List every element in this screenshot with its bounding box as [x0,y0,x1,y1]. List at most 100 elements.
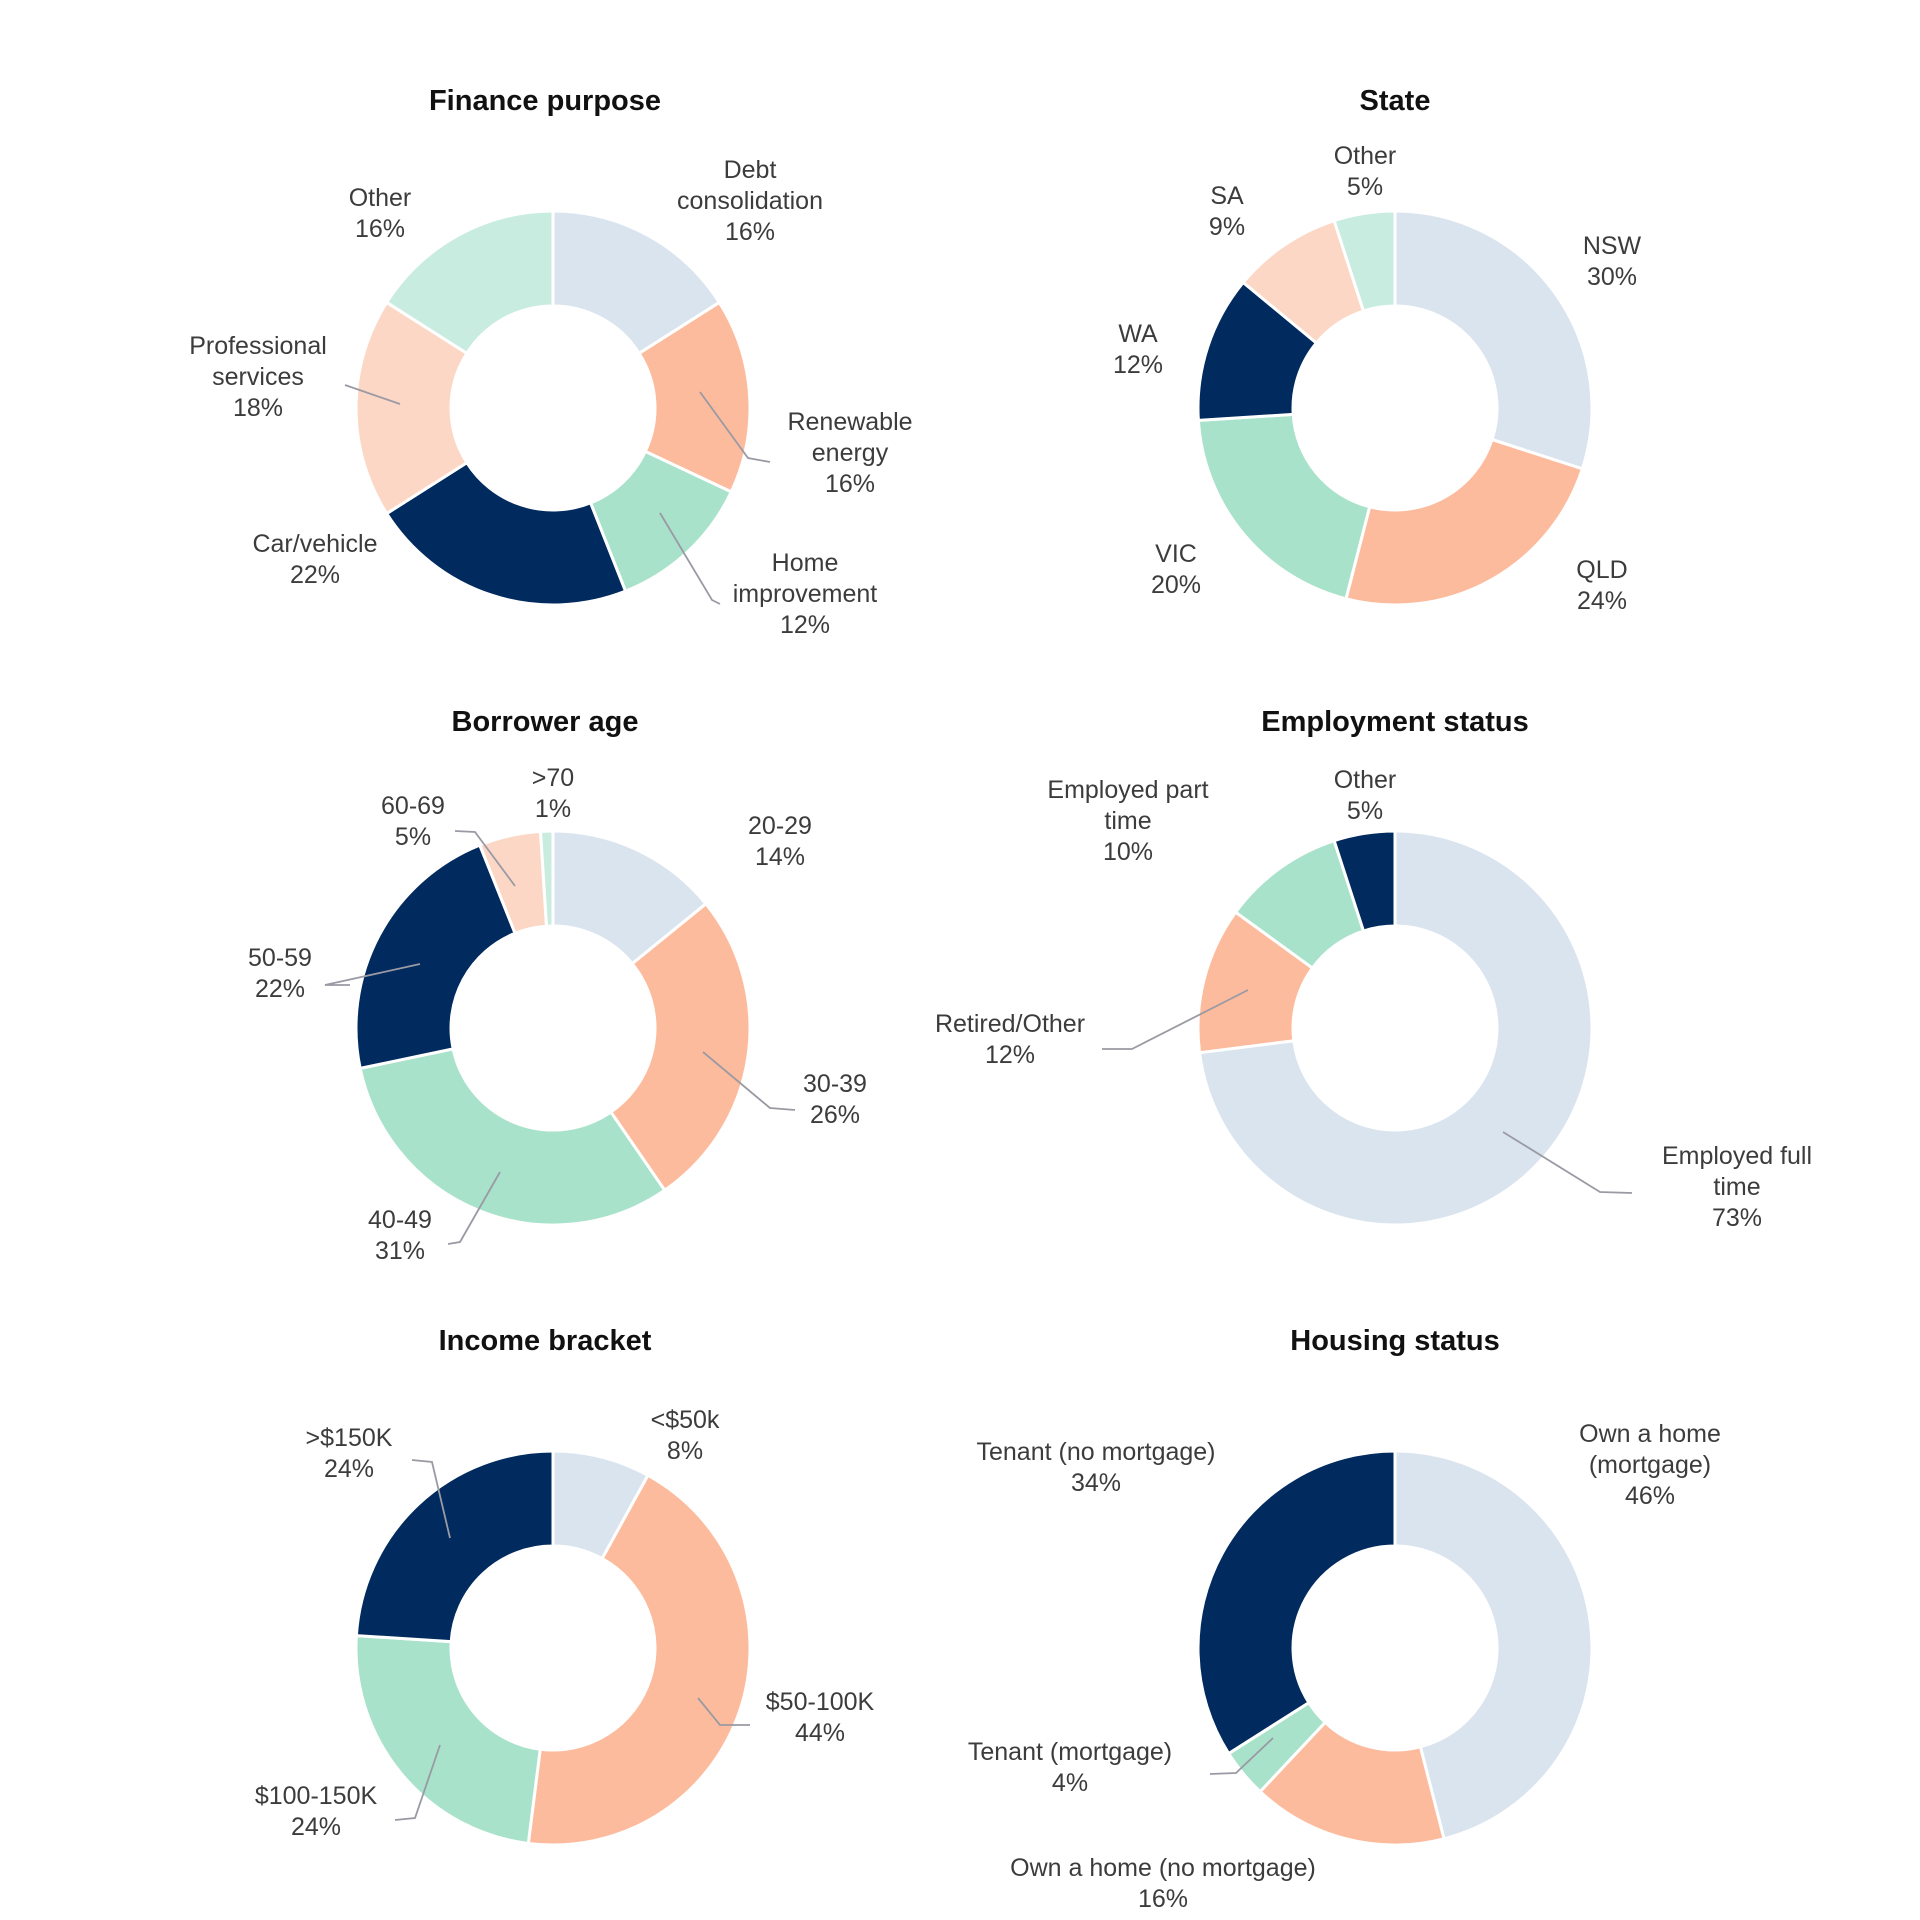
label-line: Retired/Other [935,1010,1085,1038]
value-label: 4% [1052,1769,1088,1797]
label-line: >70 [532,764,574,792]
income-bracket-leader-line-150k [411,1459,451,1539]
income-bracket-label-50-100k: $50-100K 44% [766,1688,875,1747]
label-line: improvement [733,580,878,608]
value-label: 31% [375,1237,425,1265]
employment-status-chart-title: Employment status [1261,706,1529,738]
label-line: energy [812,439,889,467]
label-line: consolidation [677,187,823,215]
borrower-age-label-60-69: 60-69 5% [381,792,445,851]
label-line: Own a home (no mortgage) [1010,1854,1316,1882]
employment-status-slice-employed-full-time[interactable] [1197,829,1594,1227]
label-line: 50-59 [248,944,312,972]
employment-status-leader-line-retired-other [1102,989,1249,1050]
state-label-vic: VIC 20% [1151,540,1201,599]
state-donut-chart: State NSW 30% QLD 24% VIC 20% WA 12% SA 9% Other 5% [1113,85,1642,615]
label-line: Debt [724,156,777,184]
value-label: 44% [795,1719,845,1747]
label-line: SA [1210,182,1244,210]
housing-status-label-tenant-mortgage: Tenant (mortgage) 4% [968,1738,1172,1797]
finance-purpose-label-renewable-energy: Renewable energy 16% [787,408,912,498]
label-line: Employed part [1047,776,1208,804]
label-line: <$50k [651,1406,720,1434]
label-line: Renewable [787,408,912,436]
label-line: VIC [1155,540,1197,568]
finance-purpose-slice-professional-services[interactable] [354,300,469,516]
label-line: time [1104,807,1151,835]
finance-purpose-chart-title: Finance purpose [429,85,661,117]
value-label: 73% [1712,1204,1762,1232]
state-slice-qld[interactable] [1344,437,1585,607]
borrower-age-donut-chart: Borrower age 20-29 14% 30-39 26% 40-49 31% 50-5… [248,706,867,1265]
income-bracket-leader-line-50-100k [697,1697,750,1726]
label-line: time [1713,1173,1760,1201]
borrower-age-slice-40-49[interactable] [358,1047,667,1227]
housing-status-slice-own-a-home-mortgage[interactable] [1393,1449,1594,1841]
state-slice-vic[interactable] [1196,412,1372,601]
income-bracket-label-150k: >$150K 24% [306,1424,393,1483]
employment-status-slice-other[interactable] [1332,829,1397,933]
income-bracket-label-100-150k: $100-150K 24% [255,1782,378,1841]
borrower-age-label-40-49: 40-49 31% [368,1206,432,1265]
employment-status-label-other: Other 5% [1334,766,1397,825]
borrower-age-slice-70[interactable] [538,829,555,928]
borrower-age-leader-line-50-59 [324,963,421,986]
finance-purpose-label-professional-services: Professional services 18% [189,332,327,422]
value-label: 1% [535,795,571,823]
finance-purpose-slice-other[interactable] [384,209,555,356]
state-label-nsw: NSW 30% [1583,232,1642,291]
borrower-age-slice-50-59[interactable] [354,843,518,1071]
borrower-age-slice-30-39[interactable] [608,901,752,1193]
label-line: 20-29 [748,812,812,840]
value-label: 16% [825,470,875,498]
label-line: >$150K [306,1424,393,1452]
value-label: 5% [1347,173,1383,201]
finance-purpose-slice-car-vehicle[interactable] [384,460,628,607]
income-bracket-slice-100-150k[interactable] [354,1634,542,1846]
income-bracket-slice-50-100k[interactable] [526,1473,752,1847]
value-label: 30% [1587,263,1637,291]
finance-purpose-label-car-vehicle: Car/vehicle 22% [252,530,377,589]
housing-status-leader-line-tenant-mortgage [1209,1737,1274,1775]
label-line: 30-39 [803,1070,867,1098]
income-bracket-slice-150k[interactable] [354,1449,555,1644]
value-label: 34% [1071,1469,1121,1497]
value-label: 20% [1151,571,1201,599]
income-bracket-leader-line-100-150k [394,1744,441,1821]
label-line: Car/vehicle [252,530,377,558]
housing-status-chart-title: Housing status [1290,1325,1499,1357]
label-line: Employed full [1662,1142,1812,1170]
label-line: QLD [1576,556,1627,584]
value-label: 16% [725,218,775,246]
housing-status-slice-tenant-no-mortgage[interactable] [1196,1449,1397,1756]
employment-status-donut-chart: Employment status Employed full time 73% Ret… [935,706,1812,1232]
label-line: $100-150K [255,1782,378,1810]
label-line: Professional [189,332,327,360]
value-label: 16% [1138,1885,1188,1913]
state-slice-other[interactable] [1332,209,1397,313]
label-line: NSW [1583,232,1642,260]
value-label: 46% [1625,1482,1675,1510]
label-line: Tenant (mortgage) [968,1738,1172,1766]
finance-purpose-label-debt-consolidation: Debt consolidation 16% [677,156,823,246]
label-line: 40-49 [368,1206,432,1234]
finance-purpose-label-home-improvement: Home improvement 12% [733,549,878,639]
employment-status-label-employed-full-time: Employed full time 73% [1662,1142,1812,1232]
state-slice-nsw[interactable] [1393,209,1594,471]
label-line: $50-100K [766,1688,875,1716]
value-label: 12% [780,611,830,639]
label-line: Other [1334,142,1397,170]
state-chart-title: State [1360,85,1431,117]
borrower-age-label-30-39: 30-39 26% [803,1070,867,1129]
label-line: (mortgage) [1589,1451,1711,1479]
value-label: 24% [324,1455,374,1483]
housing-status-label-own-a-home-mortgage: Own a home (mortgage) 46% [1579,1420,1721,1510]
value-label: 12% [1113,351,1163,379]
value-label: 12% [985,1041,1035,1069]
state-label-other: Other 5% [1334,142,1397,201]
label-line: WA [1118,320,1158,348]
label-line: Other [1334,766,1397,794]
